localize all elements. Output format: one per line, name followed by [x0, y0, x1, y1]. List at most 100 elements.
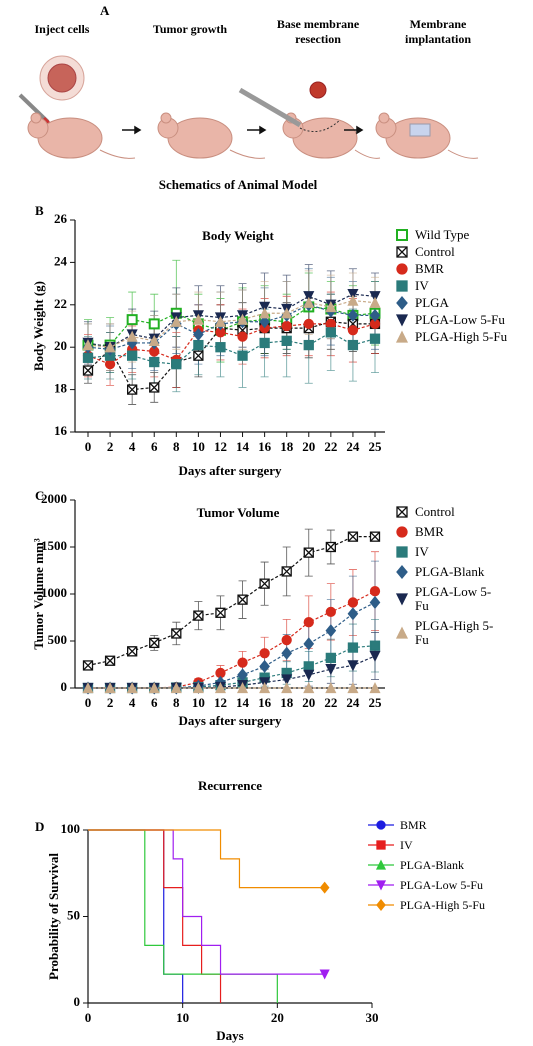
marker-shape: [347, 339, 359, 351]
marker: [325, 652, 336, 664]
marker: [237, 594, 248, 605]
marker-shape: [347, 660, 359, 672]
marker: [104, 655, 116, 666]
marker: [396, 506, 408, 518]
marker-shape: [395, 314, 409, 327]
marker: [214, 682, 227, 694]
schematic-arrows: [122, 125, 364, 135]
marker: [126, 314, 138, 326]
y-tick-label: 1000: [41, 585, 67, 600]
marker: [369, 650, 381, 662]
marker: [259, 315, 270, 329]
marker: [347, 597, 359, 608]
x-axis-label: Days after surgery: [178, 713, 282, 728]
marker: [281, 682, 293, 694]
marker-shape: [193, 350, 204, 361]
marker: [259, 307, 271, 319]
marker: [395, 626, 409, 639]
legend: Wild Type Control BMR IV PLGA PLGA-Low 5-Fu PL…: [395, 228, 520, 344]
marker: [82, 365, 94, 376]
legend-icon: [368, 820, 394, 830]
step-label: Tumor growth: [152, 22, 228, 36]
x-tick-label: 24: [346, 439, 360, 454]
series-line: [87, 536, 375, 667]
marker-shape: [325, 652, 336, 664]
legend-item: PLGA-High 5-Fu: [395, 330, 520, 344]
marker-shape: [347, 308, 359, 322]
marker-shape: [376, 840, 386, 850]
legend-label: Control: [415, 504, 455, 519]
y-tick-label: 24: [54, 253, 68, 268]
marker: [303, 547, 314, 558]
marker: [82, 682, 94, 694]
survival-step: [88, 829, 325, 975]
marker-shape: [171, 359, 182, 370]
marker: [395, 330, 409, 343]
legend: Control BMR IV PLGA-Blank PLGA-Low 5-Fu PLGA-…: [395, 505, 495, 647]
marker-shape: [396, 246, 408, 258]
marker: [369, 586, 381, 597]
legend-item: BMR: [368, 818, 493, 832]
x-tick-label: 20: [271, 1010, 284, 1025]
marker-shape: [82, 339, 94, 351]
marker-shape: [303, 547, 314, 558]
marker-shape: [259, 682, 271, 694]
marker-shape: [82, 352, 94, 363]
marker-shape: [396, 565, 408, 579]
marker-shape: [396, 506, 408, 518]
x-tick-label: 10: [192, 695, 205, 710]
marker-shape: [105, 655, 116, 666]
marker: [396, 229, 408, 241]
marker: [376, 898, 386, 912]
x-tick-label: 0: [85, 1010, 92, 1025]
marker: [126, 682, 138, 694]
marker: [347, 660, 359, 672]
marker-shape: [281, 674, 293, 686]
x-tick-label: 10: [176, 1010, 189, 1025]
legend-item: PLGA-Low 5-Fu: [368, 878, 493, 892]
marker-shape: [281, 646, 293, 660]
marker: [281, 307, 293, 319]
marker-shape: [303, 296, 315, 308]
marker-shape: [395, 593, 409, 606]
survival-step: [88, 829, 325, 889]
marker-shape: [127, 646, 138, 657]
marker-shape: [193, 339, 204, 351]
x-tick-label: 25: [369, 695, 383, 710]
panel-label: A: [100, 3, 110, 18]
marker-shape: [303, 637, 315, 651]
marker-shape: [148, 318, 160, 330]
marker: [325, 682, 337, 694]
marker-shape: [395, 330, 409, 343]
marker-shape: [369, 595, 381, 609]
legend-label: BMR: [400, 818, 427, 832]
marker: [149, 637, 160, 649]
legend-icon: [396, 263, 408, 275]
legend-item: PLGA-High 5-Fu: [368, 898, 493, 912]
marker-shape: [396, 526, 408, 538]
marker: [82, 339, 94, 351]
marker: [303, 669, 315, 681]
marker-shape: [303, 318, 314, 330]
legend-icon: [396, 296, 408, 310]
panel-label: B: [35, 203, 44, 218]
marker: [215, 607, 226, 618]
marker-shape: [193, 327, 204, 342]
marker-shape: [214, 315, 227, 327]
marker-shape: [126, 682, 138, 694]
step-label: Membrane implantation: [404, 17, 471, 46]
marker: [170, 315, 182, 327]
chart-title: Tumor Volume: [197, 505, 280, 520]
marker-shape: [259, 337, 270, 349]
x-tick-label: 6: [151, 439, 158, 454]
marker: [193, 610, 204, 621]
x-tick-label: 14: [236, 695, 250, 710]
x-tick-label: 4: [129, 695, 136, 710]
legend-label: IV: [400, 838, 413, 852]
marker-shape: [214, 682, 227, 694]
legend-label: PLGA-Low 5-Fu: [400, 878, 483, 892]
marker: [396, 546, 408, 558]
marker-shape: [319, 969, 330, 980]
legend-item: PLGA: [395, 296, 520, 310]
marker-shape: [281, 335, 292, 346]
